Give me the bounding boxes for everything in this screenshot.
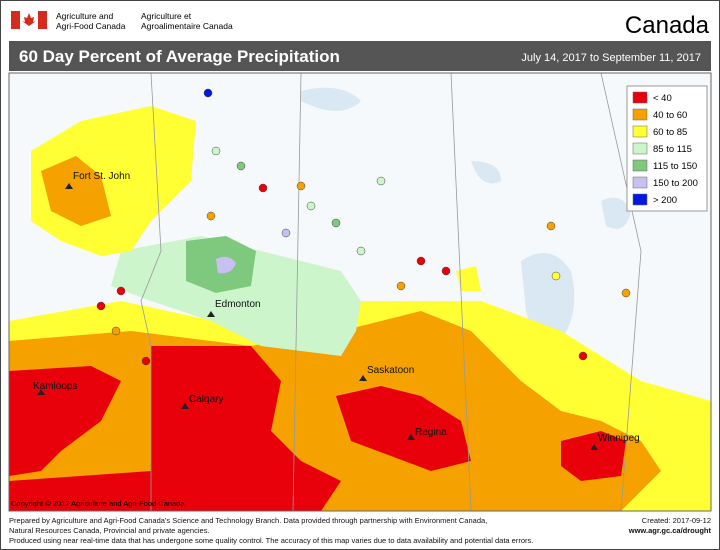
stations	[96, 88, 631, 366]
copyright: Copyright © 2017 Agriculture and Agri-Fo…	[11, 499, 185, 508]
footer-line: Produced using near real-time data that …	[9, 536, 533, 545]
legend-swatch	[632, 108, 648, 121]
city-marker	[407, 434, 415, 440]
station	[331, 218, 341, 228]
lake	[301, 87, 631, 344]
zone	[111, 236, 361, 356]
station	[416, 256, 426, 266]
zone	[336, 386, 626, 481]
zone	[31, 106, 709, 441]
station	[296, 181, 306, 191]
station	[356, 246, 366, 256]
station	[211, 146, 221, 156]
city-label: Fort St. John	[73, 171, 130, 182]
city-label: Saskatoon	[367, 365, 414, 376]
station	[141, 356, 151, 366]
border	[292, 73, 302, 511]
agency-en: Agriculture and	[56, 11, 113, 21]
station	[116, 286, 126, 296]
city-label: Regina	[415, 427, 447, 438]
legend-swatch	[632, 176, 648, 189]
legend-label: 115 to 150	[653, 161, 697, 172]
station	[546, 221, 556, 231]
station	[236, 161, 246, 171]
legend-swatch	[632, 193, 648, 206]
legend-swatch	[632, 159, 648, 172]
zone	[9, 346, 341, 511]
border	[140, 73, 162, 511]
agency-fr: Agriculture et	[141, 11, 192, 21]
legend-label: > 200	[653, 195, 677, 206]
station	[111, 326, 121, 336]
station	[206, 211, 216, 221]
border	[450, 73, 472, 511]
legend: < 40 40 to 60 60 to 85 85 to 115 115 to 150 1…	[626, 85, 708, 212]
legend-swatch	[632, 142, 648, 155]
zone	[216, 256, 236, 274]
legend-swatch	[632, 125, 648, 138]
borders	[140, 73, 642, 511]
url: www.agr.gc.ca/drought	[628, 526, 712, 535]
city-markers	[37, 183, 598, 450]
footer-line: Natural Resources Canada, Provincial and…	[9, 526, 210, 535]
city-label: Kamloops	[33, 381, 77, 392]
city-label: Winnipeg	[598, 433, 640, 444]
flag-band	[38, 11, 47, 29]
border	[600, 73, 642, 511]
created: Created: 2017-09-12	[642, 516, 711, 525]
city-label: Edmonton	[215, 299, 261, 310]
city-marker	[207, 311, 215, 317]
station	[281, 228, 291, 238]
flag-band	[11, 11, 20, 29]
map: Fort St. John Edmonton Kamloops Calgary …	[8, 72, 712, 512]
station	[578, 351, 588, 361]
station	[96, 301, 106, 311]
wordmark: Canada	[625, 12, 710, 39]
station	[396, 281, 406, 291]
station	[306, 201, 316, 211]
city-marker	[65, 183, 73, 189]
zone	[41, 156, 111, 226]
station	[441, 266, 451, 276]
flag-leaf	[22, 13, 36, 26]
city-marker	[37, 389, 45, 395]
legend-label: 150 to 200	[653, 178, 698, 189]
map-frame	[8, 72, 712, 512]
city-label: Calgary	[189, 394, 223, 405]
agency-en: Agri-Food Canada	[56, 21, 126, 31]
title-bar	[9, 41, 711, 71]
legend-label: 40 to 60	[653, 110, 687, 121]
title: 60 Day Percent of Average Precipitation	[19, 47, 340, 66]
station	[621, 288, 631, 298]
city-marker	[181, 403, 189, 409]
legend-swatch	[632, 91, 648, 104]
station	[551, 271, 561, 281]
date-range: July 14, 2017 to September 11, 2017	[521, 52, 701, 64]
city-marker	[590, 444, 598, 450]
station	[376, 176, 386, 186]
footer-line: Prepared by Agriculture and Agri-Food Ca…	[9, 516, 487, 525]
station	[203, 88, 213, 98]
city-marker	[359, 375, 367, 381]
legend-label: < 40	[653, 93, 672, 104]
legend-label: 60 to 85	[653, 127, 687, 138]
legend-label: 85 to 115	[653, 144, 692, 155]
agency-fr: Agroalimentaire Canada	[141, 21, 233, 31]
station	[258, 183, 268, 193]
